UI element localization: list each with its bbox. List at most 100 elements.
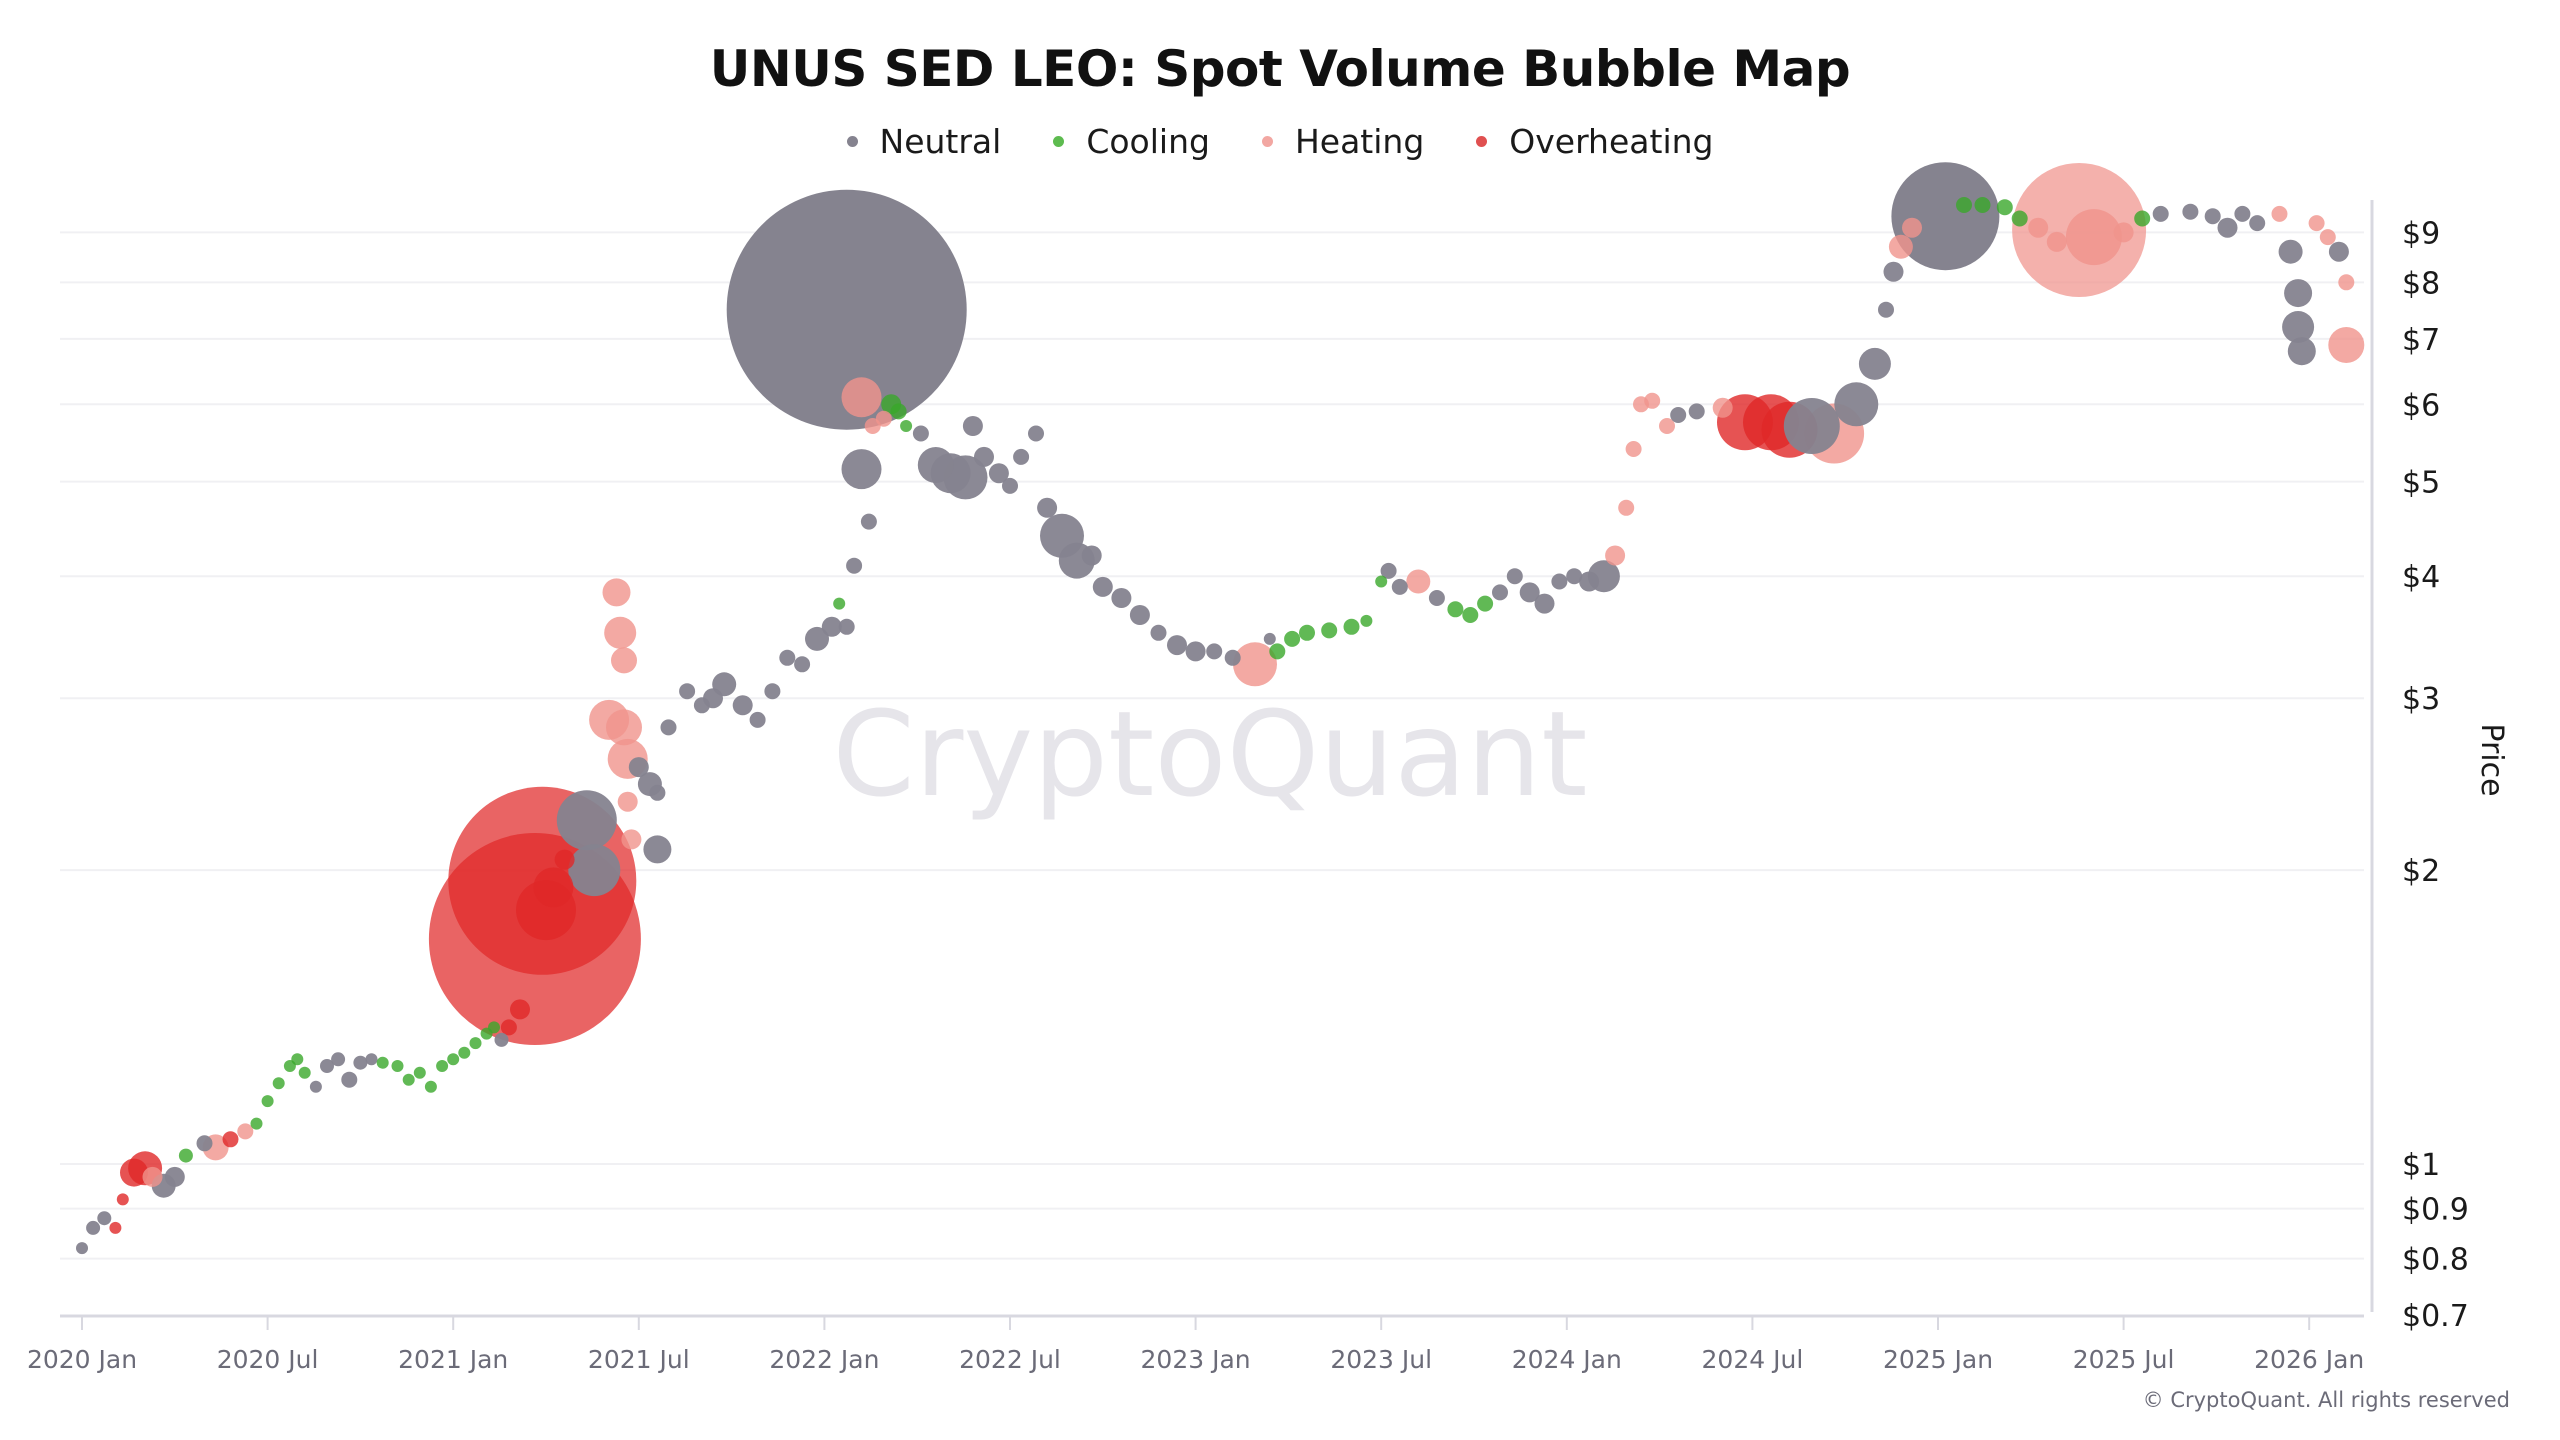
- bubble-neutral[interactable]: [962, 416, 983, 436]
- bubble-neutral[interactable]: [693, 697, 710, 714]
- bubble-neutral[interactable]: [749, 711, 766, 728]
- bubble-neutral[interactable]: [76, 1242, 88, 1255]
- bubble-overheating[interactable]: [222, 1131, 239, 1148]
- bubble-neutral[interactable]: [628, 757, 649, 778]
- bubble-neutral[interactable]: [494, 1032, 509, 1047]
- bubble-overheating[interactable]: [109, 1221, 122, 1234]
- bubble-neutral[interactable]: [643, 835, 672, 864]
- bubble-overheating[interactable]: [510, 999, 530, 1020]
- bubble-cooling[interactable]: [469, 1037, 482, 1050]
- bubble-neutral[interactable]: [2287, 337, 2316, 366]
- bubble-cooling[interactable]: [178, 1148, 193, 1163]
- bubble-neutral[interactable]: [2284, 279, 2313, 308]
- bubble-neutral[interactable]: [764, 683, 781, 700]
- bubble-neutral[interactable]: [794, 656, 811, 673]
- bubble-cooling[interactable]: [298, 1066, 311, 1079]
- bubble-neutral[interactable]: [805, 626, 829, 651]
- bubble-neutral[interactable]: [1002, 477, 1018, 494]
- bubble-neutral[interactable]: [1551, 573, 1568, 590]
- bubble-neutral[interactable]: [1081, 545, 1102, 566]
- bubble-neutral[interactable]: [2204, 208, 2221, 225]
- bubble-neutral[interactable]: [821, 616, 842, 637]
- bubble-cooling[interactable]: [1299, 624, 1315, 641]
- bubble-cooling[interactable]: [2011, 210, 2028, 227]
- bubble-neutral[interactable]: [1037, 497, 1058, 518]
- bubble-neutral[interactable]: [846, 557, 863, 574]
- bubble-cooling[interactable]: [1447, 601, 1464, 618]
- bubble-heating[interactable]: [602, 578, 631, 607]
- bubble-cooling[interactable]: [900, 420, 913, 432]
- bubble-neutral[interactable]: [1111, 588, 1132, 608]
- bubble-neutral[interactable]: [838, 618, 855, 635]
- bubble-cooling[interactable]: [413, 1066, 426, 1079]
- bubble-neutral[interactable]: [1129, 605, 1150, 625]
- bubble-cooling[interactable]: [424, 1080, 437, 1093]
- bubble-heating[interactable]: [1902, 217, 1922, 238]
- bubble-neutral[interactable]: [556, 790, 617, 851]
- bubble-cooling[interactable]: [1269, 643, 1286, 660]
- bubble-neutral[interactable]: [841, 449, 882, 490]
- bubble-cooling[interactable]: [1477, 595, 1494, 612]
- bubble-neutral[interactable]: [660, 719, 677, 736]
- bubble-cooling[interactable]: [833, 597, 846, 610]
- bubble-neutral[interactable]: [2152, 205, 2169, 222]
- bubble-cooling[interactable]: [2134, 210, 2151, 227]
- bubble-cooling[interactable]: [1343, 618, 1360, 635]
- bubble-heating[interactable]: [2308, 215, 2325, 232]
- bubble-heating[interactable]: [1712, 397, 1733, 418]
- bubble-overheating[interactable]: [500, 1019, 517, 1036]
- bubble-cooling[interactable]: [1360, 614, 1373, 627]
- bubble-neutral[interactable]: [2234, 205, 2251, 222]
- bubble-neutral[interactable]: [917, 447, 954, 483]
- bubble-heating[interactable]: [1625, 441, 1642, 457]
- bubble-neutral[interactable]: [1206, 643, 1223, 660]
- bubble-neutral[interactable]: [1519, 582, 1540, 603]
- bubble-heating[interactable]: [2046, 231, 2067, 252]
- bubble-neutral[interactable]: [1028, 425, 1044, 442]
- bubble-neutral[interactable]: [1150, 624, 1167, 641]
- bubble-cooling[interactable]: [488, 1021, 500, 1034]
- bubble-neutral[interactable]: [1492, 584, 1508, 601]
- bubble-heating[interactable]: [2319, 229, 2336, 246]
- bubble-neutral[interactable]: [309, 1080, 322, 1093]
- bubble-overheating[interactable]: [554, 849, 575, 870]
- bubble-cooling[interactable]: [250, 1117, 263, 1130]
- bubble-neutral[interactable]: [1263, 632, 1276, 645]
- bubble-neutral[interactable]: [1688, 403, 1705, 420]
- bubble-neutral[interactable]: [988, 463, 1009, 484]
- bubble-neutral[interactable]: [2217, 217, 2238, 238]
- bubble-cooling[interactable]: [1974, 197, 1991, 213]
- bubble-cooling[interactable]: [402, 1073, 415, 1086]
- bubble-neutral[interactable]: [2282, 311, 2315, 343]
- bubble-heating[interactable]: [2113, 222, 2134, 243]
- legend-item-cooling[interactable]: Cooling: [1053, 122, 1210, 161]
- bubble-neutral[interactable]: [2328, 241, 2349, 262]
- bubble-cooling[interactable]: [436, 1060, 449, 1072]
- bubble-neutral[interactable]: [341, 1071, 358, 1088]
- bubble-neutral[interactable]: [365, 1053, 378, 1066]
- legend-item-neutral[interactable]: Neutral: [846, 122, 1001, 161]
- bubble-heating[interactable]: [1659, 418, 1675, 434]
- bubble-neutral[interactable]: [1883, 261, 1904, 282]
- bubble-neutral[interactable]: [1566, 568, 1583, 585]
- bubble-heating[interactable]: [1406, 569, 1431, 594]
- bubble-neutral[interactable]: [320, 1059, 334, 1073]
- bubble-heating[interactable]: [604, 616, 637, 649]
- bubble-neutral[interactable]: [1670, 407, 1687, 423]
- bubble-heating[interactable]: [611, 647, 637, 674]
- bubble-heating[interactable]: [2338, 274, 2355, 291]
- bubble-cooling[interactable]: [261, 1095, 274, 1108]
- bubble-cooling[interactable]: [272, 1077, 285, 1090]
- legend-item-heating[interactable]: Heating: [1261, 122, 1424, 161]
- bubble-heating[interactable]: [1605, 545, 1626, 566]
- bubble-neutral[interactable]: [1428, 590, 1445, 606]
- bubble-cooling[interactable]: [1462, 607, 1479, 623]
- bubble-cooling[interactable]: [458, 1046, 471, 1059]
- bubble-neutral[interactable]: [732, 695, 753, 716]
- bubble-heating[interactable]: [1233, 642, 1277, 687]
- bubble-neutral[interactable]: [2249, 215, 2266, 232]
- bubble-neutral[interactable]: [1013, 448, 1030, 465]
- bubble-neutral[interactable]: [1579, 571, 1600, 592]
- bubble-overheating[interactable]: [116, 1193, 129, 1206]
- bubble-neutral[interactable]: [1506, 568, 1523, 585]
